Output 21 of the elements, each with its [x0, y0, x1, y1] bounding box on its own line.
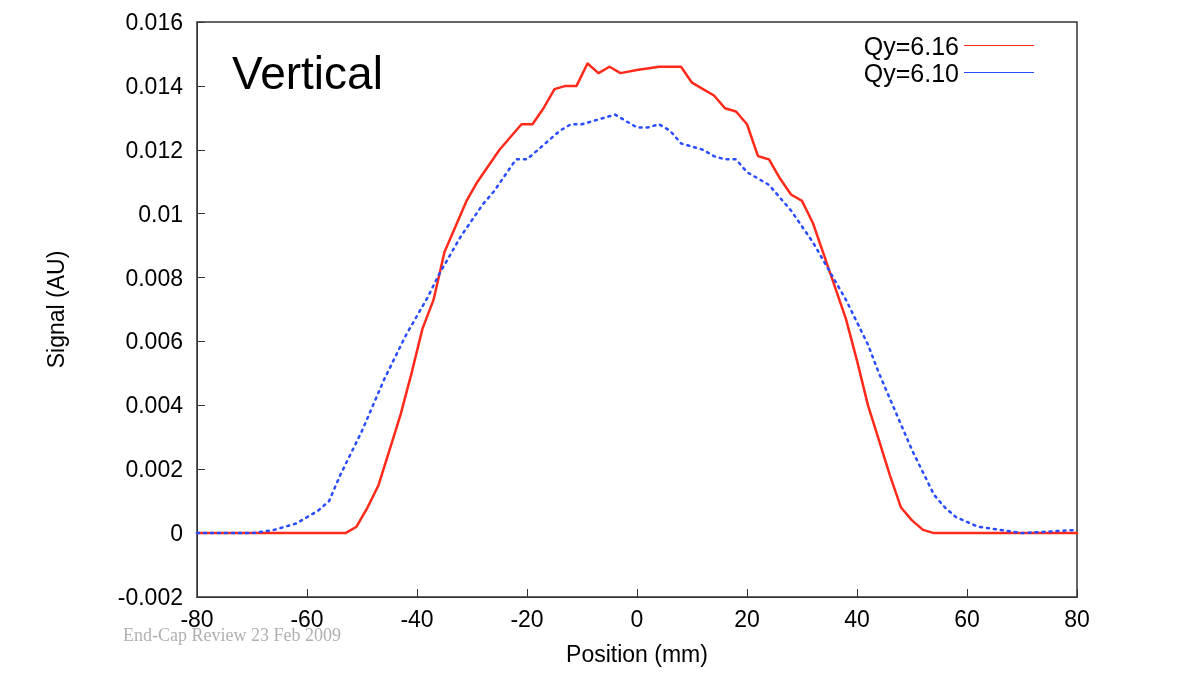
y-tick-label: 0.01 — [138, 200, 183, 227]
x-tick-label: 80 — [1064, 605, 1090, 632]
x-tick-label: 0 — [630, 605, 644, 632]
x-tick-label: 40 — [844, 605, 870, 632]
y-tick-label: 0.012 — [125, 136, 183, 163]
x-axis-title: Position (mm) — [566, 640, 708, 667]
x-tick-label: -20 — [510, 605, 544, 632]
x-tick-label: -40 — [400, 605, 434, 632]
annotation: Vertical — [232, 47, 383, 99]
y-tick-label: 0.002 — [125, 456, 183, 483]
y-axis-title: Signal (AU) — [42, 250, 69, 369]
legend-label: Qy=6.16 — [863, 31, 959, 60]
y-tick-label: 0 — [170, 520, 183, 547]
y-tick-label: 0.014 — [125, 72, 184, 99]
x-tick-label: 20 — [734, 605, 760, 632]
x-tick-label: 60 — [954, 605, 980, 632]
y-tick-label: 0.008 — [125, 264, 183, 291]
y-tick-label: 0.016 — [125, 9, 183, 35]
y-tick-label: 0.006 — [125, 328, 183, 355]
y-tick-label: 0.004 — [125, 392, 184, 419]
y-tick-label: -0.002 — [117, 584, 183, 610]
